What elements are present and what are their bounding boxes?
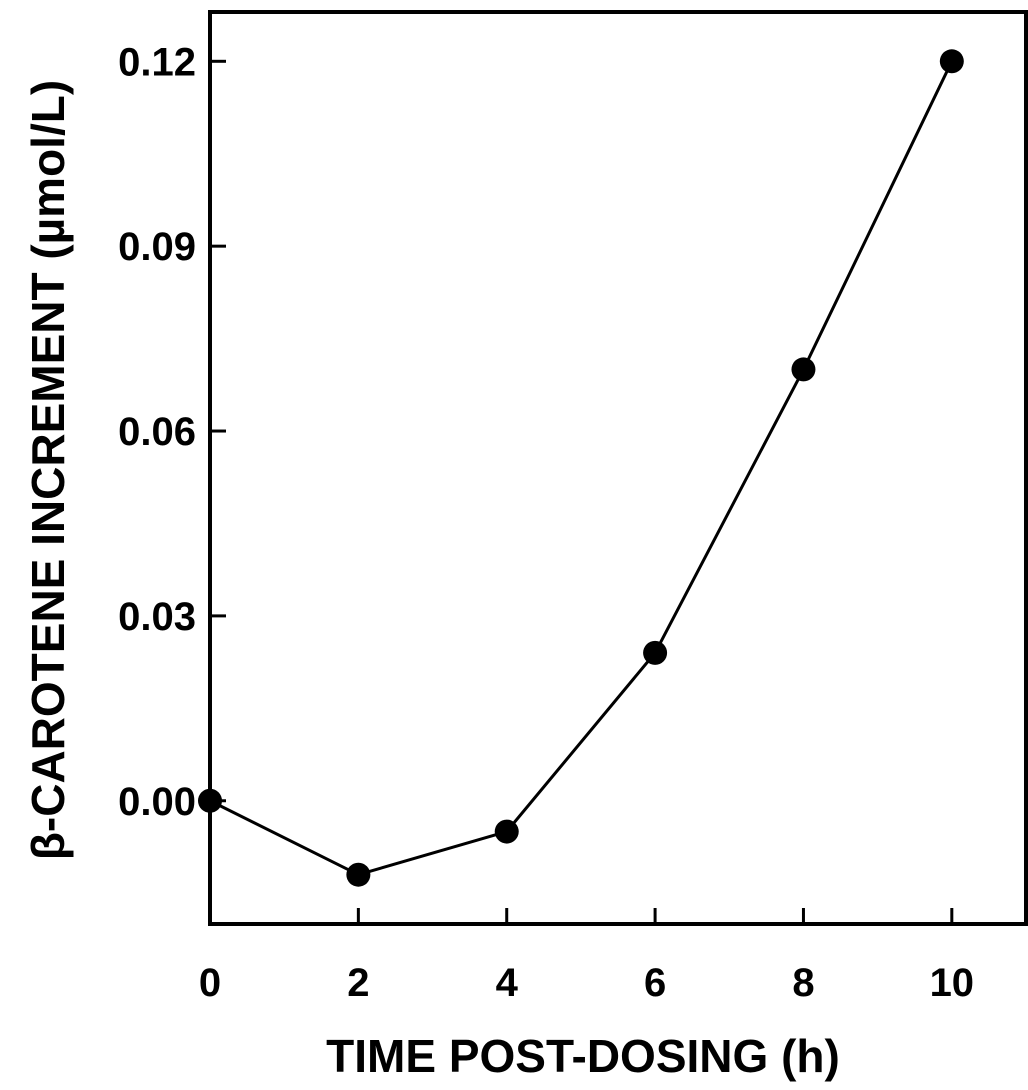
y-tick-label: 0.06 [118, 410, 196, 454]
data-point [939, 49, 964, 74]
data-point [791, 357, 816, 382]
data-point [346, 862, 371, 887]
y-tick-label: 0.12 [118, 40, 196, 84]
plot-frame [208, 10, 1028, 926]
x-tick-label: 2 [347, 961, 369, 1005]
y-tick-label: 0.00 [118, 780, 196, 824]
data-series [198, 49, 964, 887]
y-tick-label: 0.03 [118, 595, 196, 639]
series-line [209, 60, 954, 877]
data-point [198, 788, 222, 813]
data-point [494, 819, 519, 844]
data-point [643, 640, 668, 665]
y-tick-label: 0.09 [118, 225, 196, 269]
plot-axes [208, 10, 1028, 926]
axis-ticks: 0 2 4 6 8 10 0.00 0.03 0.06 0.09 0.12 [118, 40, 974, 1005]
x-tick-label: 4 [496, 961, 519, 1005]
x-tick-label: 8 [792, 961, 814, 1005]
x-tick-label: 0 [199, 961, 221, 1005]
x-axis-title: TIME POST-DOSING (h) [326, 1030, 840, 1082]
x-tick-label: 10 [930, 961, 975, 1005]
y-axis-title: β-CAROTENE INCREMENT (µmol/L) [22, 80, 74, 860]
x-tick-label: 6 [644, 961, 666, 1005]
